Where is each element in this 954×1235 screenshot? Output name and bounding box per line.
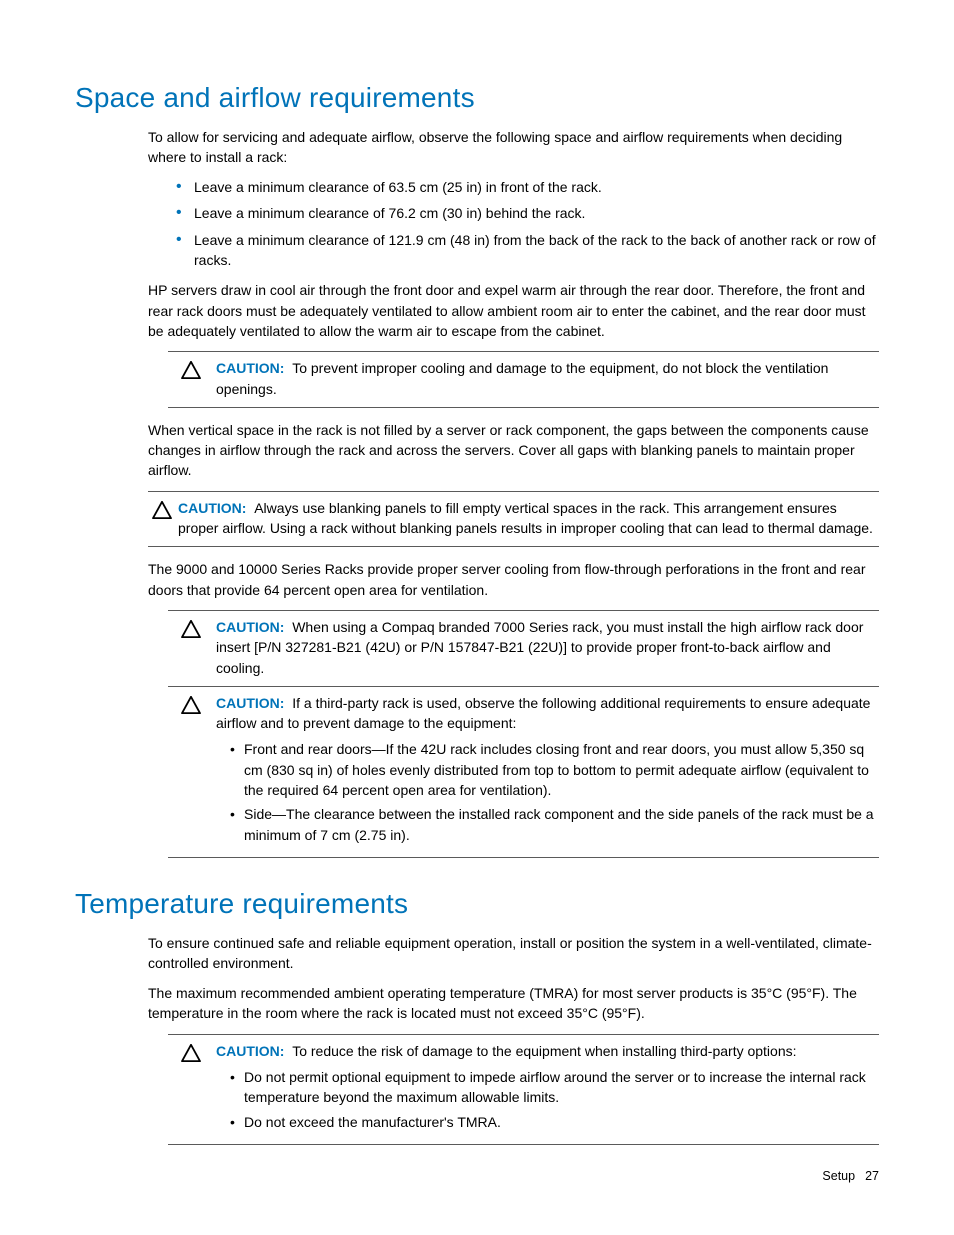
caution-icon bbox=[168, 358, 214, 399]
page-footer: Setup 27 bbox=[822, 1167, 879, 1185]
caution-label: CAUTION: bbox=[216, 619, 284, 635]
caution-body: When using a Compaq branded 7000 Series … bbox=[216, 619, 863, 676]
list-item: Do not permit optional equipment to impe… bbox=[230, 1067, 879, 1108]
list-item: Leave a minimum clearance of 121.9 cm (4… bbox=[176, 230, 879, 271]
list-item: Leave a minimum clearance of 76.2 cm (30… bbox=[176, 203, 879, 223]
caution-label: CAUTION: bbox=[216, 695, 284, 711]
caution-box: CAUTION: To prevent improper cooling and… bbox=[168, 351, 879, 408]
caution-text: CAUTION: Always use blanking panels to f… bbox=[176, 498, 879, 539]
caution-body: If a third-party rack is used, observe t… bbox=[216, 695, 870, 731]
caution-box: CAUTION: If a third-party rack is used, … bbox=[168, 687, 879, 858]
paragraph: The 9000 and 10000 Series Racks provide … bbox=[148, 559, 879, 600]
list-item: Side—The clearance between the installed… bbox=[230, 804, 879, 845]
paragraph: When vertical space in the rack is not f… bbox=[148, 420, 879, 481]
caution-box: CAUTION: Always use blanking panels to f… bbox=[148, 491, 879, 548]
bullet-list: Leave a minimum clearance of 63.5 cm (25… bbox=[148, 177, 879, 270]
caution-label: CAUTION: bbox=[216, 1043, 284, 1059]
paragraph: To allow for servicing and adequate airf… bbox=[148, 127, 879, 168]
section-title-temperature: Temperature requirements bbox=[75, 884, 879, 925]
paragraph: The maximum recommended ambient operatin… bbox=[148, 983, 879, 1024]
caution-body: To prevent improper cooling and damage t… bbox=[216, 360, 828, 396]
sub-bullet-list: Do not permit optional equipment to impe… bbox=[216, 1067, 879, 1132]
list-item: Front and rear doors—If the 42U rack inc… bbox=[230, 739, 879, 800]
list-item: Do not exceed the manufacturer's TMRA. bbox=[230, 1112, 879, 1132]
caution-stack: CAUTION: When using a Compaq branded 700… bbox=[168, 610, 879, 858]
caution-text: CAUTION: To reduce the risk of damage to… bbox=[214, 1041, 879, 1136]
sub-bullet-list: Front and rear doors—If the 42U rack inc… bbox=[216, 739, 879, 844]
caution-box: CAUTION: To reduce the risk of damage to… bbox=[168, 1034, 879, 1145]
paragraph: To ensure continued safe and reliable eq… bbox=[148, 933, 879, 974]
caution-icon bbox=[168, 693, 214, 849]
caution-icon bbox=[148, 498, 176, 539]
caution-body: To reduce the risk of damage to the equi… bbox=[292, 1043, 796, 1059]
section-body-space: To allow for servicing and adequate airf… bbox=[148, 127, 879, 858]
caution-text: CAUTION: If a third-party rack is used, … bbox=[214, 693, 879, 849]
page-number: 27 bbox=[865, 1169, 879, 1183]
caution-icon bbox=[168, 617, 214, 678]
caution-icon bbox=[168, 1041, 214, 1136]
footer-section: Setup bbox=[822, 1169, 855, 1183]
caution-label: CAUTION: bbox=[216, 360, 284, 376]
caution-label: CAUTION: bbox=[178, 500, 246, 516]
section-body-temperature: To ensure continued safe and reliable eq… bbox=[148, 933, 879, 1145]
caution-text: CAUTION: To prevent improper cooling and… bbox=[214, 358, 879, 399]
caution-text: CAUTION: When using a Compaq branded 700… bbox=[214, 617, 879, 678]
caution-body: Always use blanking panels to fill empty… bbox=[178, 500, 873, 536]
section-title-space: Space and airflow requirements bbox=[75, 78, 879, 119]
page: Space and airflow requirements To allow … bbox=[0, 0, 954, 1235]
list-item: Leave a minimum clearance of 63.5 cm (25… bbox=[176, 177, 879, 197]
caution-box: CAUTION: When using a Compaq branded 700… bbox=[168, 610, 879, 687]
paragraph: HP servers draw in cool air through the … bbox=[148, 280, 879, 341]
